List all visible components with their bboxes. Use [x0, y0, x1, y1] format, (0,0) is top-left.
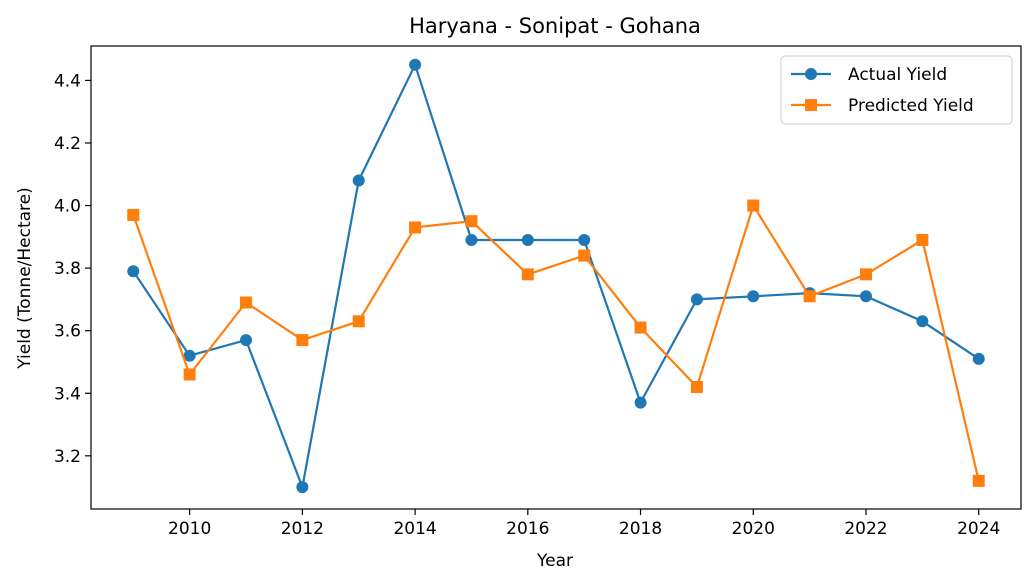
y-tick-label: 3.6: [54, 322, 81, 342]
actual-yield-point: [690, 293, 703, 306]
predicted-yield-point: [183, 368, 196, 381]
actual-yield-point: [578, 233, 591, 246]
series-layer: [127, 58, 985, 494]
x-tick-label: 2010: [168, 519, 211, 539]
legend-actual-yield-label: Actual Yield: [848, 65, 947, 85]
actual-yield-point: [465, 233, 478, 246]
legend: Actual Yield Predicted Yield: [780, 55, 1013, 125]
predicted-yield-point: [409, 221, 422, 234]
actual-yield-point: [352, 174, 365, 187]
legend-actual-yield-marker: [805, 68, 817, 80]
predicted-yield-point: [240, 296, 252, 309]
predicted-yield-point: [972, 474, 985, 487]
actual-yield-point: [634, 396, 647, 409]
predicted-yield-point: [127, 208, 140, 221]
x-tick-label: 2012: [281, 519, 324, 539]
y-tick-label: 3.4: [54, 384, 81, 404]
predicted-yield-point: [578, 249, 591, 262]
predicted-yield-point: [803, 290, 816, 303]
x-tick-label: 2022: [844, 519, 887, 539]
x-tick-label: 2016: [506, 519, 549, 539]
predicted-yield-line: [132, 204, 980, 482]
plot-frame: [90, 45, 1022, 510]
predicted-yield-point: [465, 215, 478, 228]
y-tick-label: 3.8: [54, 259, 81, 279]
y-tick-label: 4.2: [54, 134, 81, 154]
actual-yield-point: [296, 481, 309, 494]
x-tick-label: 2024: [957, 519, 1000, 539]
actual-yield-point: [127, 265, 140, 278]
predicted-yield-point: [860, 268, 872, 281]
x-axis-title: Year: [536, 551, 573, 571]
y-axis-title: Yield (Tonne/Hectare): [15, 187, 35, 370]
chart-title: Haryana - Sonipat - Gohana: [409, 14, 701, 38]
legend-predicted-yield-label: Predicted Yield: [848, 96, 974, 116]
actual-yield-point: [972, 352, 985, 365]
predicted-yield-point: [916, 233, 929, 246]
y-tick-label: 4.0: [54, 197, 81, 217]
actual-yield-point: [916, 315, 929, 328]
ticks-layer: 2010 2012 2014 2016 2018 2020 2022 2024 3.2 3.4 3.…: [54, 71, 1000, 539]
actual-yield-point: [747, 290, 760, 303]
y-tick-label: 4.4: [54, 71, 81, 91]
x-tick-label: 2018: [619, 519, 662, 539]
legend-predicted-yield-marker: [805, 99, 817, 111]
legend-box: [780, 55, 1013, 125]
actual-yield-point: [860, 290, 872, 303]
actual-yield-point: [409, 58, 422, 71]
predicted-yield-point: [747, 199, 760, 212]
x-tick-label: 2020: [732, 519, 775, 539]
predicted-yield-point: [690, 380, 703, 393]
predicted-yield-point: [296, 334, 309, 347]
actual-yield-point: [521, 233, 534, 246]
actual-yield-point: [183, 349, 196, 362]
x-tick-label: 2014: [393, 519, 436, 539]
predicted-yield-point: [634, 321, 647, 334]
y-tick-label: 3.2: [54, 447, 81, 467]
predicted-yield-point: [352, 315, 365, 328]
actual-yield-line: [132, 63, 980, 489]
predicted-yield-point: [521, 268, 534, 281]
actual-yield-point: [240, 334, 252, 347]
